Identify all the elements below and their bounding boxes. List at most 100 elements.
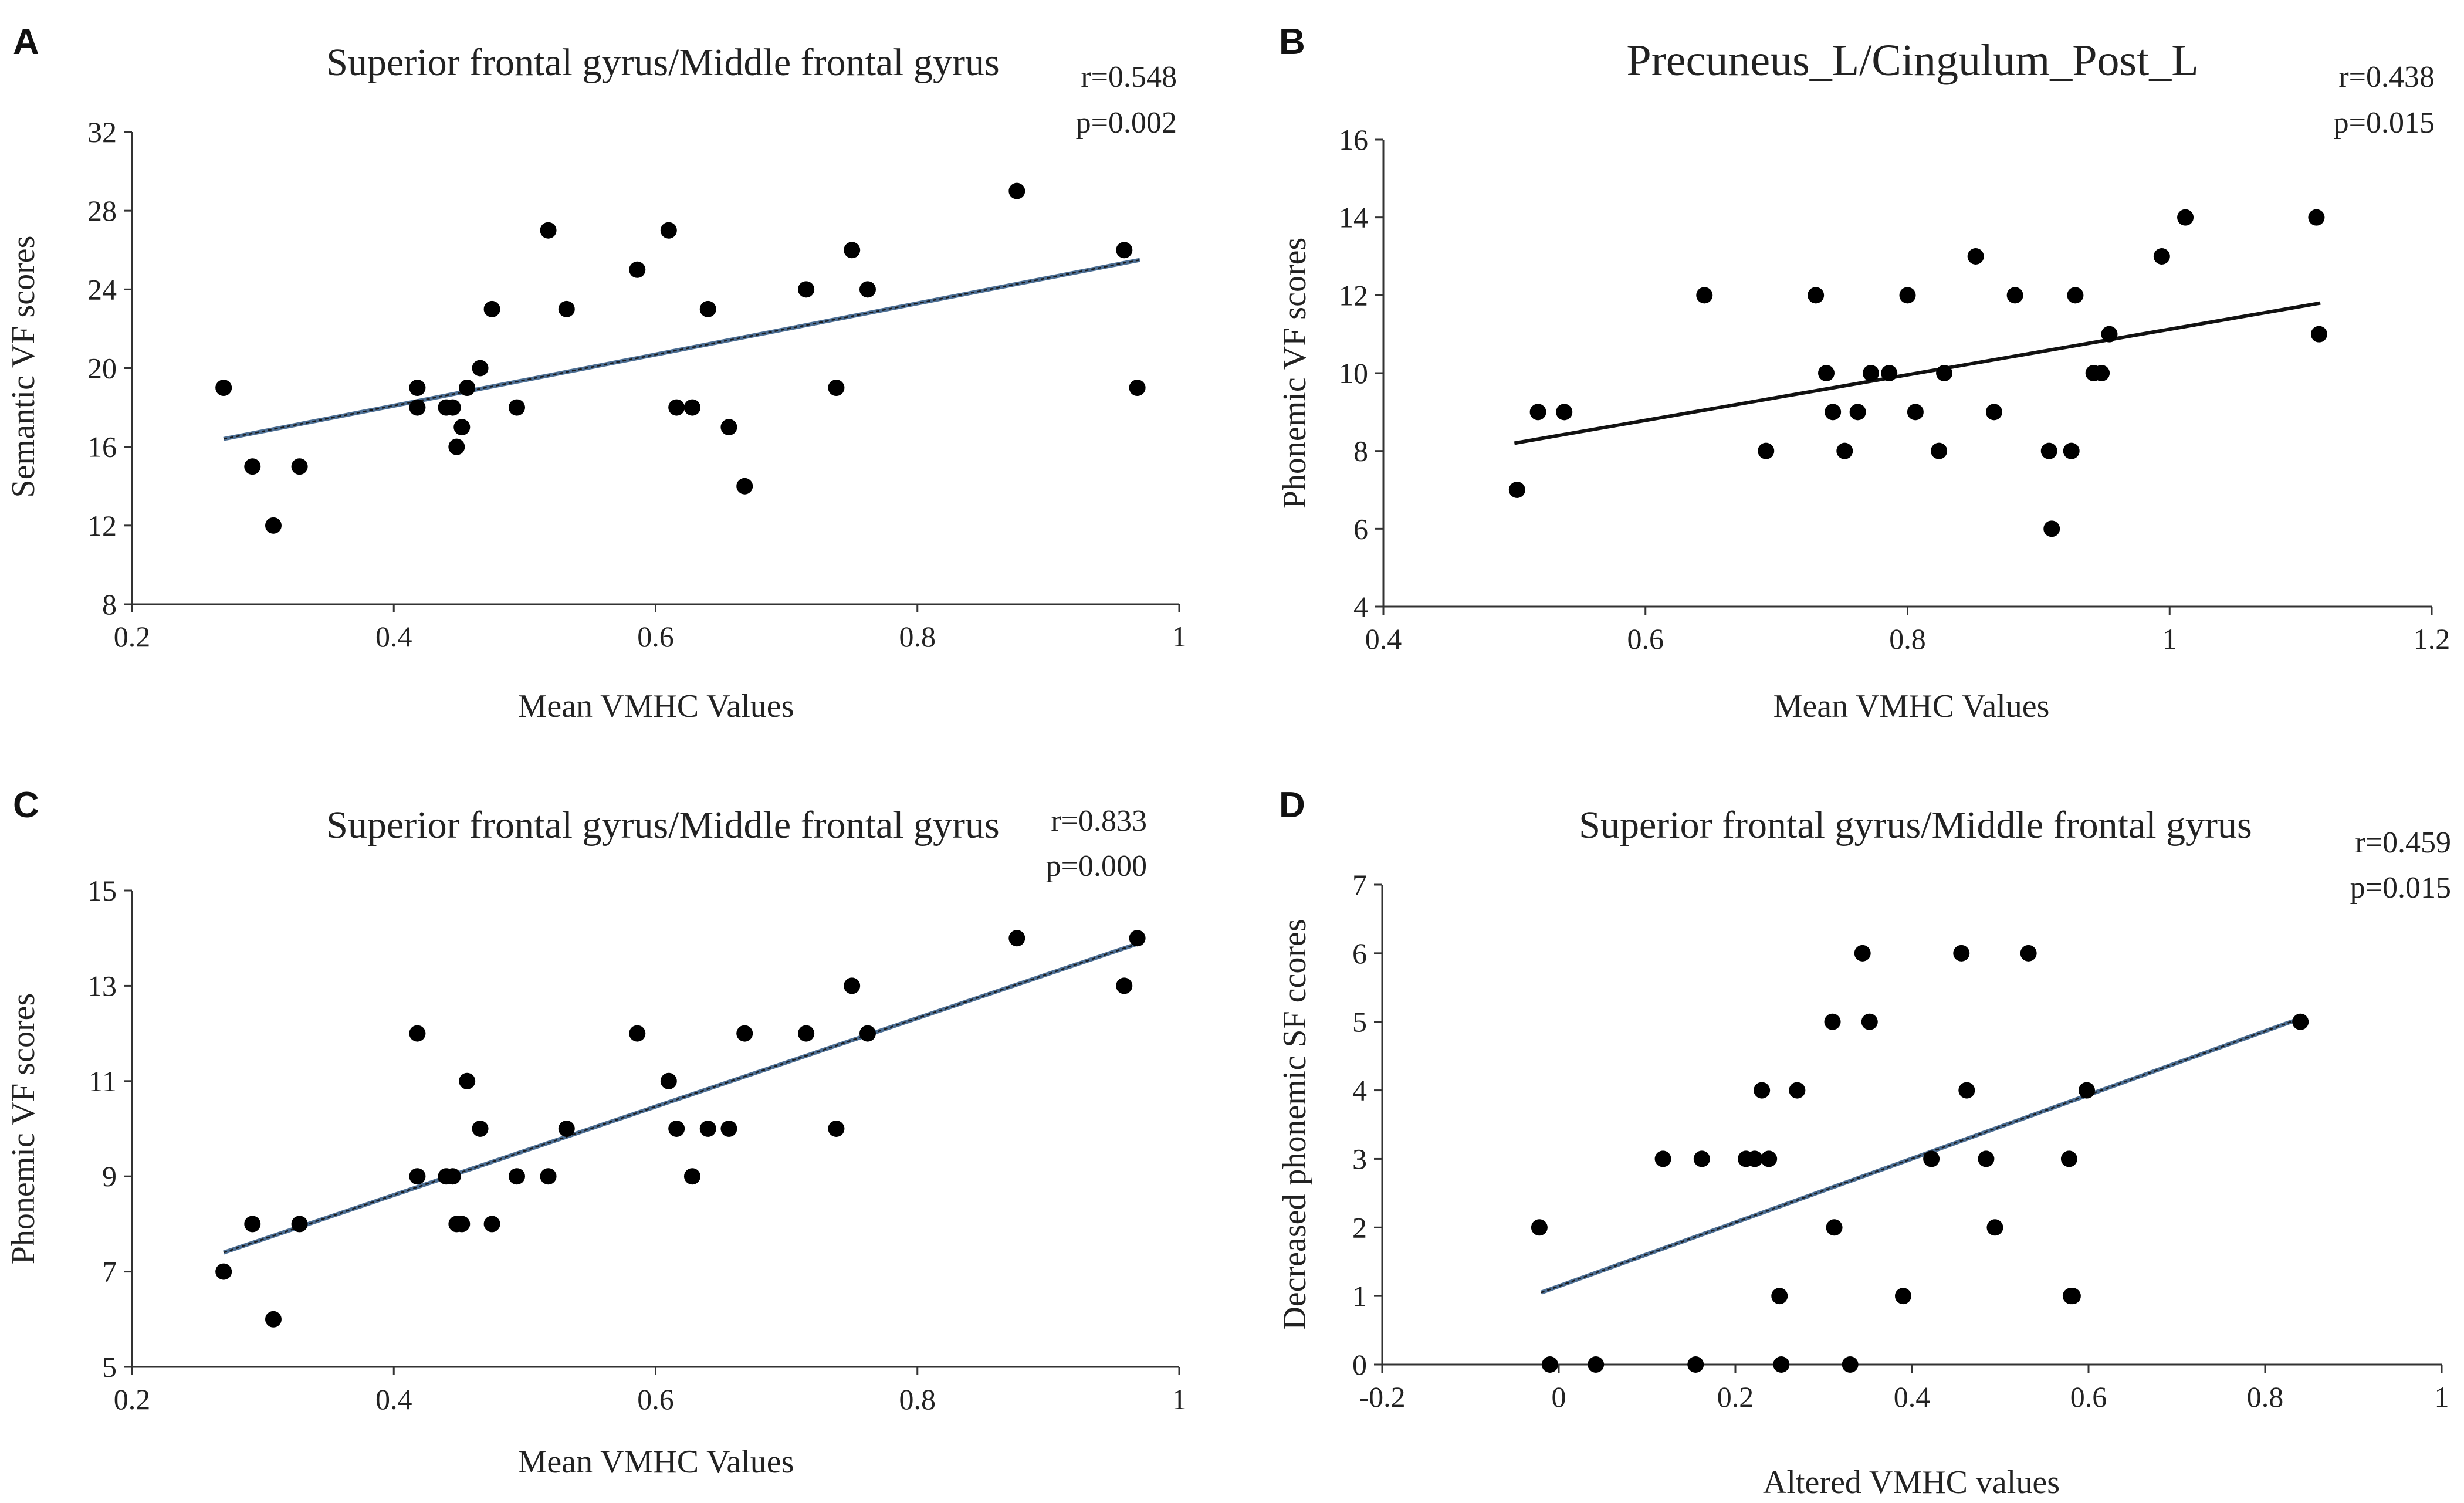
- x-tick-label: 0.8: [2247, 1380, 2284, 1413]
- y-axis-label: Decreased phonemic SF ccores: [1277, 919, 1313, 1330]
- chart-title: Superior frontal gyrus/Middle frontal gy…: [1579, 804, 2252, 847]
- data-point: [540, 222, 557, 239]
- data-point: [844, 242, 861, 259]
- data-point: [2043, 520, 2060, 537]
- data-point: [265, 517, 282, 534]
- data-point: [453, 419, 471, 436]
- data-point: [1771, 1288, 1788, 1305]
- data-point: [558, 1121, 575, 1137]
- data-point: [859, 281, 876, 298]
- x-axis-label: Altered VMHC values: [1763, 1464, 2060, 1501]
- data-point: [540, 1168, 557, 1185]
- y-tick-label: 3: [1352, 1142, 1367, 1175]
- r-value-label: r=0.548: [1081, 60, 1177, 94]
- data-point: [1826, 1219, 1843, 1236]
- data-point: [668, 399, 685, 416]
- data-point: [2020, 945, 2037, 962]
- data-point: [1654, 1150, 1671, 1167]
- data-point: [558, 300, 575, 317]
- data-point: [629, 261, 646, 278]
- x-axis-label: Mean VMHC Values: [518, 1444, 794, 1480]
- data-point: [215, 1263, 232, 1280]
- data-point: [844, 977, 861, 994]
- data-point: [483, 300, 500, 317]
- x-tick-label: 0.2: [114, 1383, 151, 1416]
- panel-letter: B: [1279, 22, 1305, 62]
- y-tick-label: 13: [87, 969, 117, 1002]
- data-point: [1854, 945, 1871, 962]
- data-point: [1529, 404, 1546, 421]
- trend-line-dash: [223, 259, 1140, 440]
- x-tick-label: 0.6: [637, 620, 674, 653]
- data-point: [1818, 365, 1835, 381]
- data-point: [444, 399, 461, 416]
- trend-line: [1514, 301, 2321, 445]
- data-point: [2078, 1082, 2095, 1099]
- chart-title: Superior frontal gyrus/Middle frontal gy…: [326, 41, 999, 84]
- data-point: [1907, 404, 1924, 421]
- data-point: [2310, 326, 2327, 343]
- data-point: [453, 1216, 471, 1233]
- data-point: [720, 1121, 737, 1137]
- data-point: [798, 1025, 815, 1042]
- y-tick-label: 1: [1352, 1279, 1367, 1312]
- y-tick-label: 20: [87, 352, 117, 385]
- data-point: [1978, 1150, 1995, 1167]
- y-tick-label: 0: [1352, 1348, 1367, 1381]
- data-point: [2067, 287, 2084, 304]
- x-tick-label: 0.2: [1717, 1380, 1754, 1413]
- y-tick-label: 8: [102, 588, 117, 621]
- x-tick-label: 1.2: [2414, 622, 2451, 655]
- data-point: [1696, 287, 1713, 304]
- data-point: [1931, 442, 1948, 459]
- x-tick-label: -0.2: [1359, 1380, 1405, 1413]
- data-point: [1116, 242, 1133, 259]
- r-value-label: r=0.833: [1051, 804, 1147, 838]
- data-point: [508, 1168, 525, 1185]
- y-tick-label: 5: [102, 1350, 117, 1383]
- y-tick-label: 28: [87, 194, 117, 227]
- y-tick-label: 8: [1353, 435, 1368, 468]
- data-point: [1008, 930, 1025, 947]
- chart-panel-B: B Precuneus_L/Cingulum_Post_L r=0.438 p=0.0…: [1277, 22, 2450, 725]
- data-point: [409, 1168, 426, 1185]
- r-value-label: r=0.459: [2355, 826, 2451, 859]
- y-tick-label: 12: [1339, 279, 1368, 312]
- trend-line-dash: [1541, 1017, 2301, 1294]
- data-point: [1758, 442, 1775, 459]
- data-point: [215, 380, 232, 397]
- data-point: [1862, 365, 1879, 381]
- data-point: [736, 1025, 753, 1042]
- chart-panel-D: D Superior frontal gyrus/Middle frontal g…: [1277, 785, 2451, 1501]
- data-point: [699, 1121, 716, 1137]
- data-point: [1986, 1219, 2003, 1236]
- data-point: [1754, 1082, 1771, 1099]
- data-point: [2101, 326, 2118, 343]
- data-point: [1116, 977, 1133, 994]
- data-point: [859, 1025, 876, 1042]
- data-point: [629, 1025, 646, 1042]
- data-point: [2292, 1013, 2309, 1030]
- data-point: [448, 438, 465, 455]
- data-point: [828, 1121, 845, 1137]
- data-point: [683, 1168, 700, 1185]
- data-point: [1747, 1150, 1764, 1167]
- x-tick-label: 1: [1172, 620, 1187, 653]
- data-point: [1849, 404, 1866, 421]
- x-tick-label: 0.4: [375, 620, 412, 653]
- data-point: [798, 281, 815, 298]
- data-point: [736, 478, 753, 495]
- y-axis-label: Semantic VF scores: [5, 236, 42, 498]
- x-tick-label: 0.8: [899, 1383, 936, 1416]
- y-tick-label: 14: [1339, 201, 1368, 234]
- x-axis-label: Mean VMHC Values: [1773, 688, 2050, 725]
- data-point: [1894, 1288, 1911, 1305]
- data-point: [1985, 404, 2002, 421]
- data-point: [1773, 1356, 1790, 1373]
- data-point: [720, 419, 737, 436]
- y-tick-label: 10: [1339, 357, 1368, 390]
- y-tick-label: 15: [87, 874, 117, 907]
- x-tick-label: 0.4: [1365, 622, 1402, 655]
- x-tick-label: 0.8: [899, 620, 936, 653]
- data-point: [2064, 1288, 2081, 1305]
